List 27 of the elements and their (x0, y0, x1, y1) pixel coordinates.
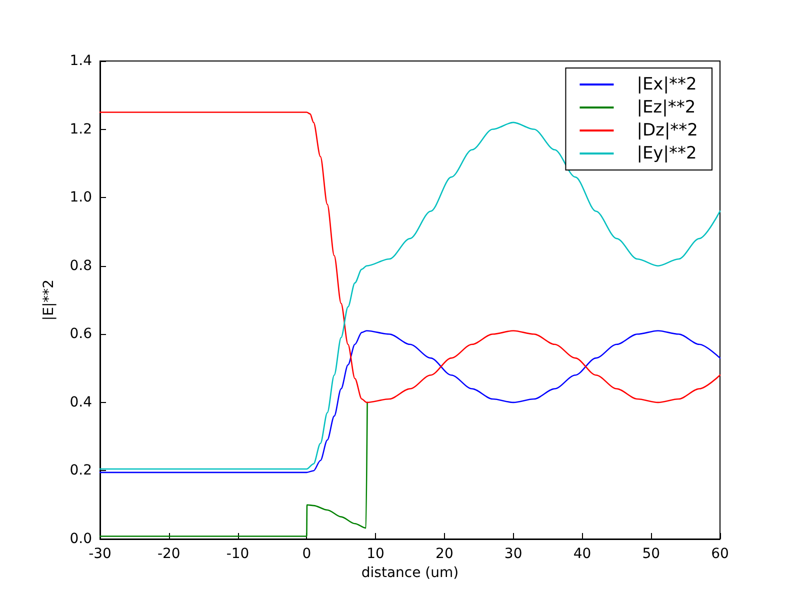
x-tick-label: 60 (711, 546, 729, 562)
x-tick-label: 40 (573, 546, 592, 562)
x-tick-label: 20 (436, 546, 454, 562)
x-axis-title: distance (um) (361, 564, 459, 581)
y-tick-label: 0.4 (70, 394, 92, 410)
y-tick-label: 0.0 (70, 531, 92, 547)
x-tick-label: 50 (642, 546, 660, 562)
y-tick-label: 0.2 (70, 462, 92, 479)
y-tick-label: 0.6 (70, 326, 92, 342)
line-series (99, 122, 721, 470)
y-tick-label: 1.4 (70, 53, 92, 69)
x-tick-label: 0 (302, 546, 312, 562)
y-axis-title: |E|**2 (41, 279, 57, 321)
x-tick-label: 30 (504, 546, 522, 562)
y-tick-label: 1.2 (70, 121, 92, 138)
x-tick-label: -20 (157, 546, 180, 562)
legend-label: |Ex|**2 (636, 74, 697, 94)
y-tick-label: 0.8 (70, 258, 92, 274)
line-series (99, 330, 721, 474)
legend-label: |Ey|**2 (636, 144, 697, 164)
x-tick-label: -30 (88, 546, 112, 562)
line-series (99, 402, 368, 537)
legend-label: |Ez|**2 (636, 98, 696, 118)
legend-label: |Dz|**2 (636, 120, 698, 140)
x-tick-label: -10 (226, 546, 250, 562)
y-tick-label: 1.0 (70, 190, 92, 206)
x-tick-label: 10 (366, 546, 384, 562)
